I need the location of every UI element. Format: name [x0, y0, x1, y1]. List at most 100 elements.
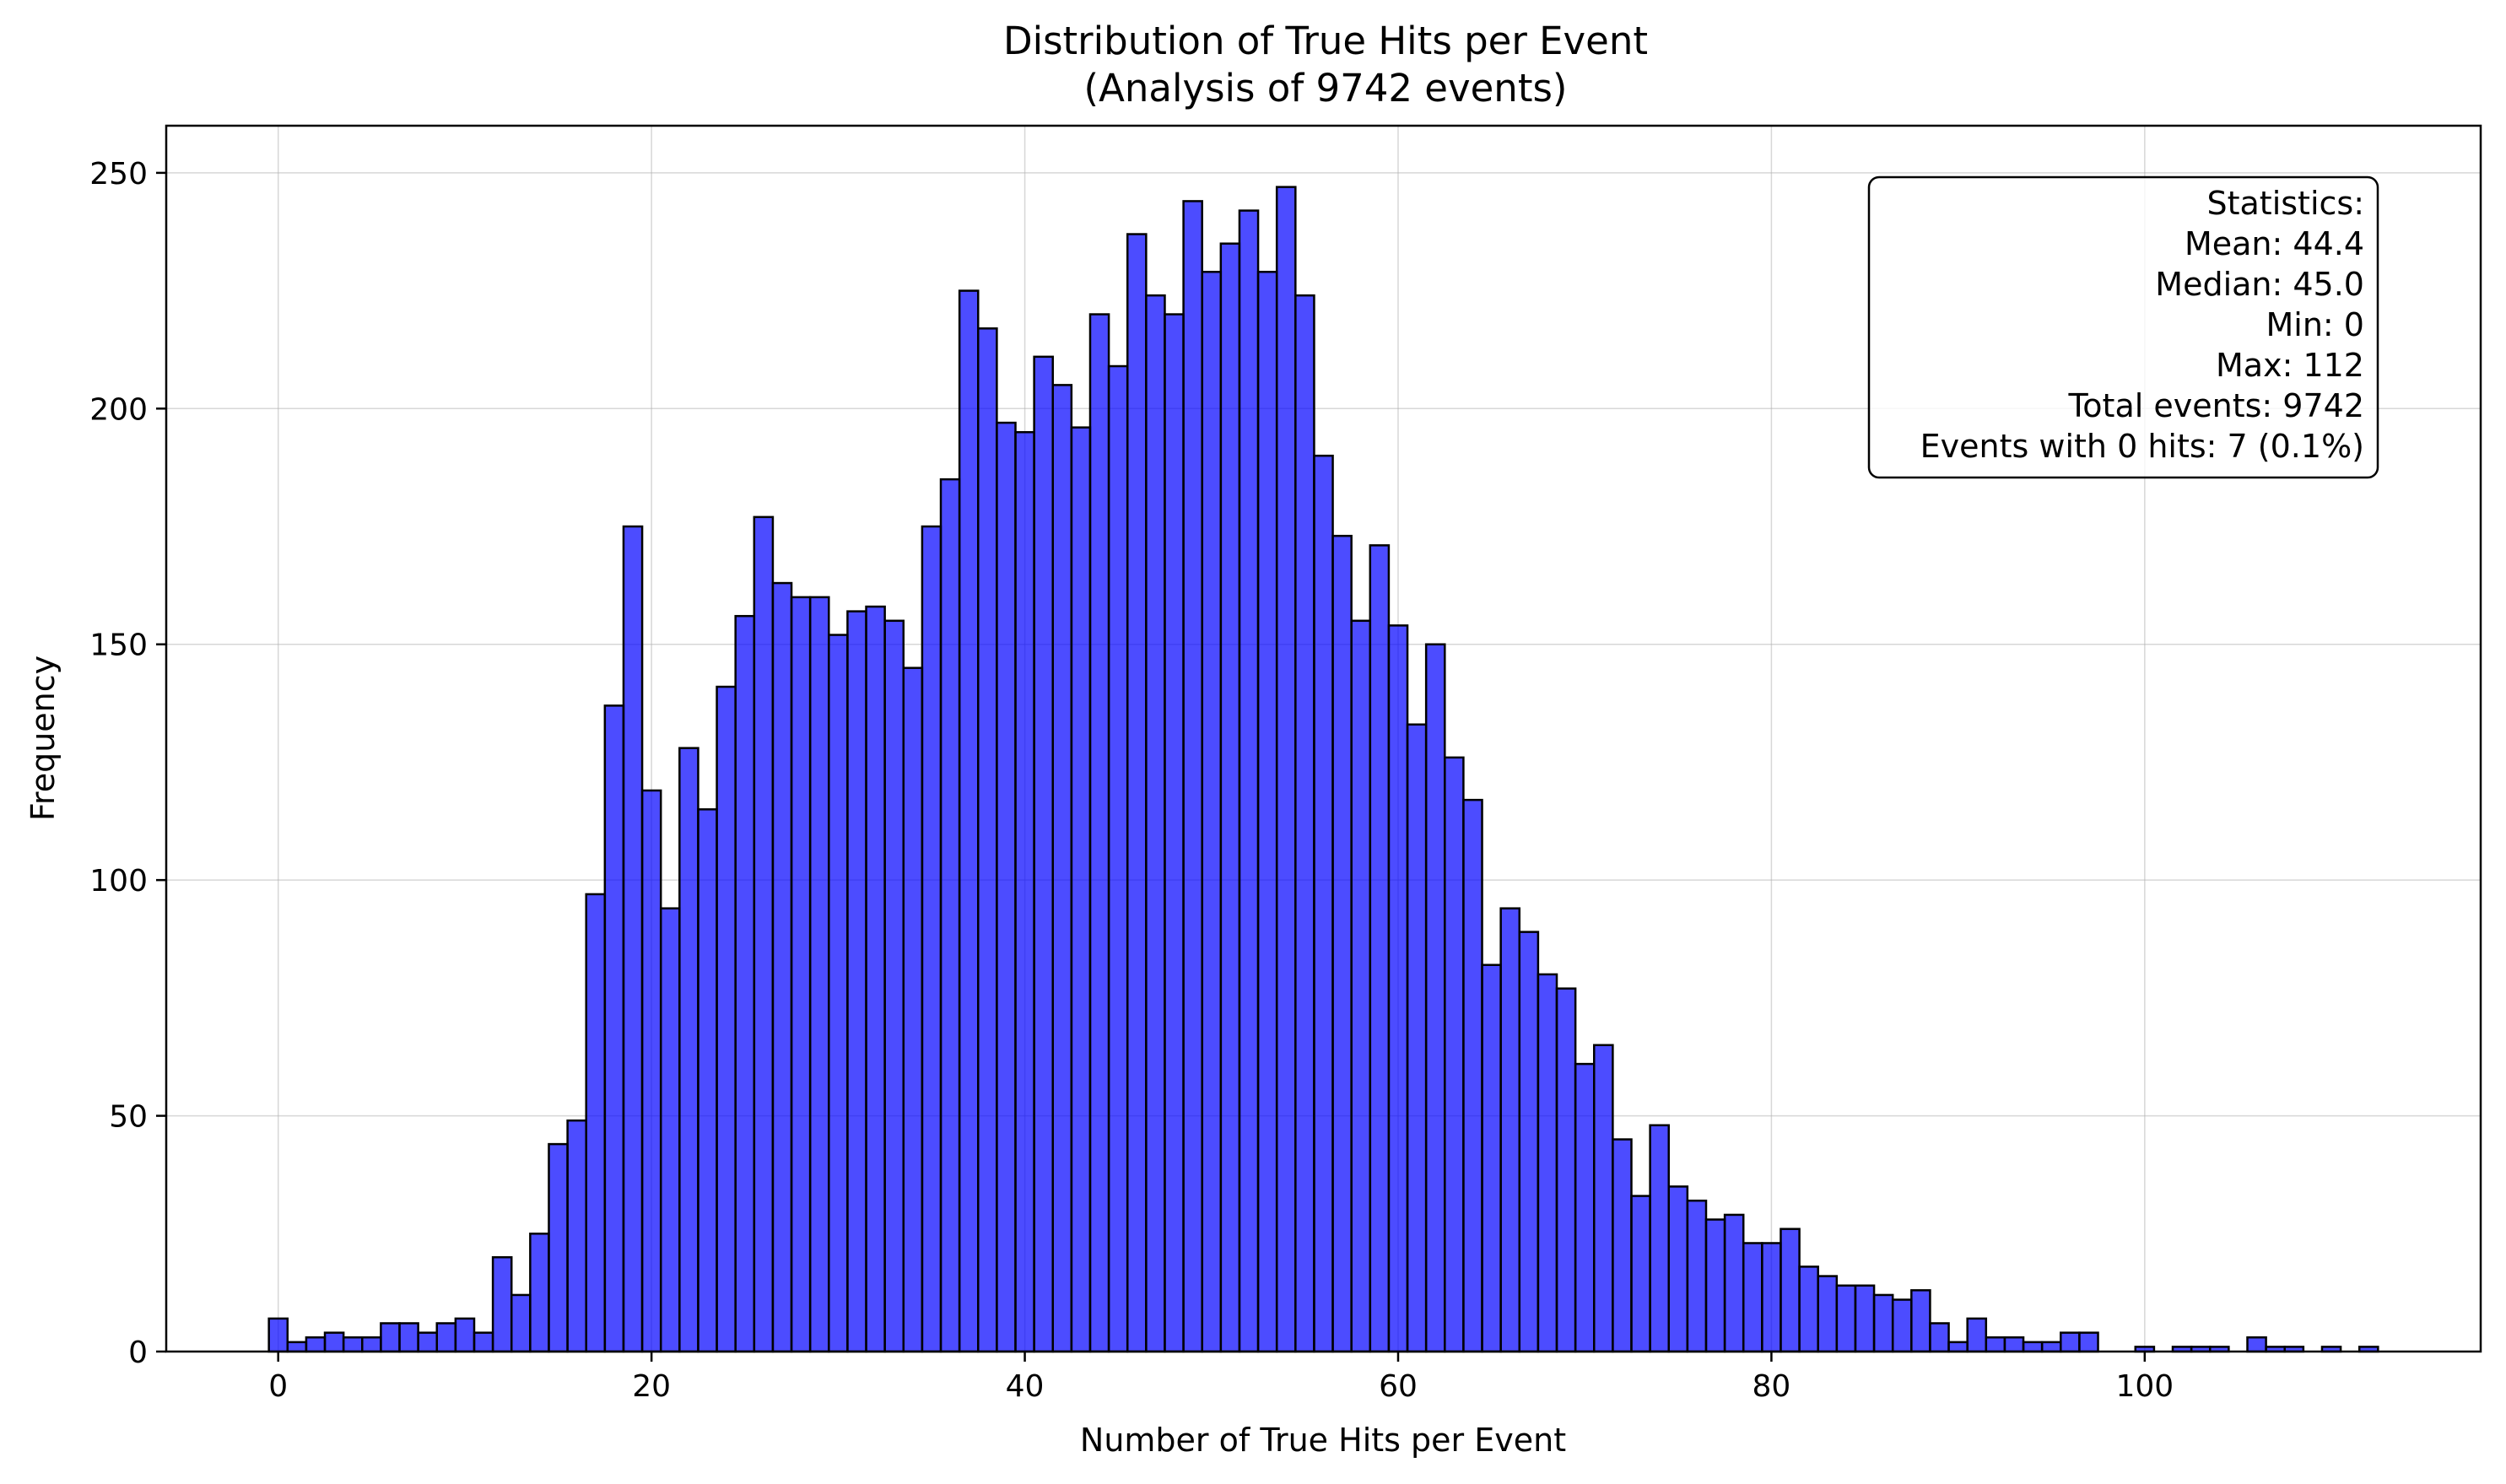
- histogram-bar: [1872, 1293, 1894, 1353]
- histogram-bar: [846, 610, 867, 1353]
- histogram-bar: [1966, 1317, 1988, 1353]
- y-tick-label: 200: [89, 392, 148, 427]
- stats-median: Median: 45.0: [2155, 266, 2364, 303]
- histogram-bar: [977, 327, 998, 1353]
- histogram-bar: [2022, 1341, 2044, 1353]
- histogram-bar: [1164, 313, 1185, 1353]
- histogram-bar: [1350, 619, 1372, 1353]
- x-axis-ticks: 0 20 40 60 80 100: [268, 1352, 2174, 1404]
- histogram-bar: [1462, 798, 1483, 1353]
- histogram-bar: [2003, 1336, 2025, 1353]
- histogram-bar: [865, 605, 886, 1353]
- histogram-bar: [2246, 1336, 2267, 1353]
- histogram-bar: [361, 1336, 382, 1353]
- histogram-bar: [697, 808, 718, 1353]
- histogram-bar: [1630, 1195, 1651, 1353]
- stats-total-events: Total events: 9742: [2068, 387, 2364, 424]
- histogram-bar: [1406, 723, 1428, 1353]
- histogram-bar: [1985, 1336, 2006, 1353]
- x-tick-label: 60: [1379, 1369, 1418, 1404]
- histogram-bar: [1780, 1228, 1801, 1353]
- histogram-bar: [1256, 270, 1278, 1353]
- histogram-bar: [1051, 384, 1073, 1353]
- histogram-bar: [1537, 973, 1558, 1353]
- histogram-bar: [678, 747, 699, 1353]
- histogram-bar: [1518, 931, 1540, 1353]
- histogram-bar: [828, 634, 849, 1353]
- histogram-bar: [808, 596, 830, 1353]
- histogram-bar: [1014, 431, 1035, 1353]
- histogram-bar: [1798, 1265, 1819, 1353]
- histogram-bar: [1555, 987, 1577, 1353]
- histogram-bar: [603, 704, 625, 1353]
- histogram-bar: [1201, 270, 1223, 1353]
- histogram-bar: [1612, 1138, 1633, 1353]
- histogram-bar: [1593, 1044, 1614, 1353]
- histogram-bar: [305, 1336, 327, 1353]
- histogram-bar: [1704, 1218, 1726, 1353]
- histogram-bar: [2078, 1331, 2099, 1353]
- x-tick-label: 20: [632, 1369, 671, 1404]
- y-tick-label: 0: [128, 1336, 148, 1370]
- histogram-bar: [2040, 1341, 2062, 1353]
- histogram-bar: [323, 1331, 345, 1353]
- histogram-bar: [1126, 233, 1148, 1353]
- histogram-bar: [1574, 1062, 1596, 1353]
- x-tick-label: 100: [2115, 1369, 2174, 1404]
- statistics-box: Statistics: Mean: 44.4 Median: 45.0 Min:…: [1867, 175, 2379, 479]
- histogram-bar: [622, 525, 644, 1353]
- histogram-bar: [1182, 200, 1203, 1353]
- histogram-bar: [734, 614, 756, 1353]
- histogram-bar: [790, 596, 812, 1353]
- histogram-bar: [902, 666, 924, 1353]
- histogram-bar: [1219, 242, 1241, 1353]
- histogram-bar: [753, 515, 775, 1353]
- x-tick-label: 40: [1006, 1369, 1045, 1404]
- y-tick-label: 100: [89, 864, 148, 898]
- histogram-bar: [473, 1331, 494, 1353]
- histogram-bar: [1313, 454, 1334, 1353]
- histogram-bar: [1275, 186, 1297, 1353]
- x-tick-label: 0: [268, 1369, 288, 1404]
- stats-zero-hit-events: Events with 0 hits: 7 (0.1%): [1920, 428, 2364, 465]
- histogram-bar: [1742, 1242, 1763, 1353]
- histogram-bar: [1817, 1275, 1839, 1353]
- histogram-bar: [548, 1142, 569, 1353]
- histogram-bar: [1929, 1322, 1950, 1353]
- x-axis-label: Number of True Hits per Event: [1080, 1422, 1566, 1459]
- plot-frame: [165, 124, 2482, 1353]
- histogram-bar: [1424, 643, 1446, 1353]
- histogram-bars: [267, 186, 2379, 1353]
- histogram-bar: [510, 1293, 532, 1353]
- chart-subtitle: (Analysis of 9742 events): [1084, 66, 1568, 111]
- histogram-bar: [1649, 1124, 1670, 1353]
- y-tick-label: 250: [89, 157, 148, 192]
- chart-title: Distribution of True Hits per Event: [1003, 19, 1648, 63]
- histogram-bar: [1294, 294, 1315, 1353]
- histogram-bar: [454, 1317, 476, 1353]
- histogram-bar: [1686, 1199, 1708, 1353]
- histogram-bar: [996, 421, 1017, 1353]
- histogram-bar: [958, 289, 980, 1353]
- histogram-bar: [1499, 907, 1521, 1353]
- histogram-bar: [398, 1322, 419, 1353]
- histogram-bar: [2060, 1331, 2081, 1353]
- histogram-bar: [417, 1331, 439, 1353]
- histogram-bar: [1835, 1284, 1857, 1353]
- histogram-bar: [267, 1317, 289, 1353]
- histogram-bar: [1947, 1341, 1969, 1353]
- y-axis-label: Frequency: [24, 656, 62, 821]
- histogram-bar: [921, 525, 942, 1353]
- histogram-bar: [1145, 294, 1166, 1353]
- stats-mean: Mean: 44.4: [2185, 225, 2364, 262]
- histogram-bar: [585, 893, 607, 1353]
- histogram-bar: [1070, 426, 1092, 1353]
- histogram-bar: [1481, 963, 1502, 1353]
- histogram-bar: [1667, 1185, 1689, 1353]
- statistics-box-frame: [1867, 175, 2379, 479]
- histogram-bar: [342, 1336, 364, 1353]
- histogram-bar: [883, 619, 905, 1353]
- histogram-bar: [716, 685, 737, 1353]
- histogram-bar: [1910, 1289, 1931, 1353]
- histogram-bar: [771, 581, 793, 1353]
